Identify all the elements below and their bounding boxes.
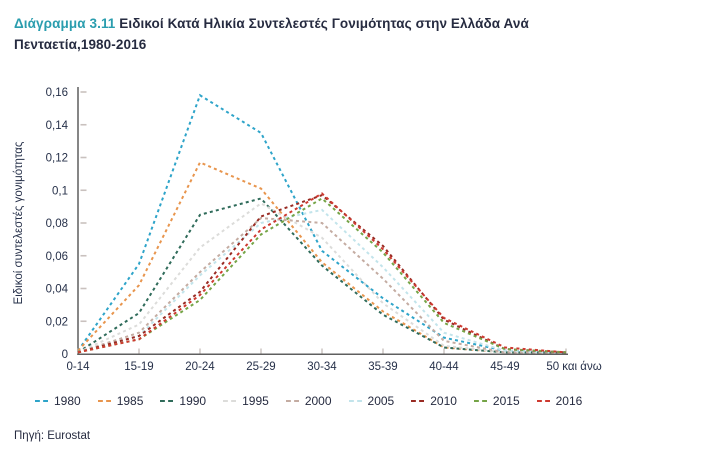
y-tick-label: 0,14 xyxy=(46,120,69,132)
legend-item-1985: 1985 xyxy=(97,394,144,408)
y-tick-label: 0 xyxy=(62,349,68,361)
legend-item-2015: 2015 xyxy=(473,394,520,408)
legend-marker-2005 xyxy=(348,400,362,402)
series-line-2005 xyxy=(77,208,567,354)
legend-item-1995: 1995 xyxy=(223,394,269,408)
legend-marker-2010 xyxy=(411,400,425,402)
series-line-2000 xyxy=(77,217,566,354)
y-tick-label: 0,06 xyxy=(46,251,68,263)
y-tick-label: 0,1 xyxy=(52,185,68,197)
series-line-1985 xyxy=(77,161,566,354)
y-tick-label: 0,04 xyxy=(46,284,69,296)
legend-label-1985: 1985 xyxy=(116,394,144,408)
legend-marker-1980 xyxy=(35,400,48,402)
x-tick-label: 35-39 xyxy=(368,361,397,373)
x-tick-label: 20-24 xyxy=(185,361,215,373)
series-line-2016 xyxy=(77,192,567,354)
series-line-2015 xyxy=(77,197,567,354)
legend-marker-2016 xyxy=(536,400,550,402)
x-tick-label: 50 και άνω xyxy=(546,361,601,373)
figure-title-text: Ειδικοί Κατά Ηλικία Συντελεστές Γονιμότη… xyxy=(14,16,529,52)
chart-legend: 1980 1985 1990 1995 2000 2005 2010 2015 2016 xyxy=(35,394,582,408)
legend-label-1980: 1980 xyxy=(54,394,81,408)
x-tick-label: 40-44 xyxy=(429,361,459,373)
legend-label-2000: 2000 xyxy=(304,394,332,408)
legend-item-1980: 1980 xyxy=(35,394,81,408)
x-tick-label: 25-29 xyxy=(246,361,275,373)
legend-label-2016: 2016 xyxy=(555,394,583,408)
legend-marker-1990 xyxy=(160,400,174,402)
x-tick-label: 30-34 xyxy=(307,361,337,373)
legend-label-1995: 1995 xyxy=(242,394,269,408)
figure-number: Διάγραμμα 3.11 xyxy=(14,16,116,31)
y-tick-label: 0,08 xyxy=(46,218,68,230)
legend-marker-1985 xyxy=(97,400,111,402)
legend-marker-2000 xyxy=(285,400,299,402)
series-line-1980 xyxy=(77,93,567,354)
x-tick-label: 45-49 xyxy=(490,361,519,373)
series-line-1995 xyxy=(77,202,566,354)
legend-label-2015: 2015 xyxy=(492,394,520,408)
legend-item-2016: 2016 xyxy=(536,394,583,408)
legend-item-2010: 2010 xyxy=(411,394,457,408)
legend-label-2010: 2010 xyxy=(430,394,457,408)
legend-marker-1995 xyxy=(223,400,237,402)
legend-item-1990: 1990 xyxy=(160,394,206,408)
y-tick-label: 0,12 xyxy=(46,153,68,165)
y-axis-title: Ειδικοί συντελεστές γονιμότητας xyxy=(13,141,25,304)
source-note: Πηγή: Eurostat xyxy=(14,430,91,442)
legend-label-2005: 2005 xyxy=(367,394,395,408)
series-line-2010 xyxy=(77,194,567,354)
legend-item-2000: 2000 xyxy=(285,394,332,408)
y-tick-label: 0,16 xyxy=(46,87,68,99)
y-tick-label: 0,02 xyxy=(46,316,68,328)
x-tick-label: 15-19 xyxy=(124,361,153,373)
legend-label-1990: 1990 xyxy=(179,394,207,408)
legend-marker-2015 xyxy=(473,400,487,402)
series-line-1990 xyxy=(77,197,566,354)
x-tick-label: 0-14 xyxy=(66,361,90,373)
legend-item-2005: 2005 xyxy=(348,394,395,408)
figure-title: Διάγραμμα 3.11 Ειδικοί Κατά Ηλικία Συντε… xyxy=(14,13,594,55)
